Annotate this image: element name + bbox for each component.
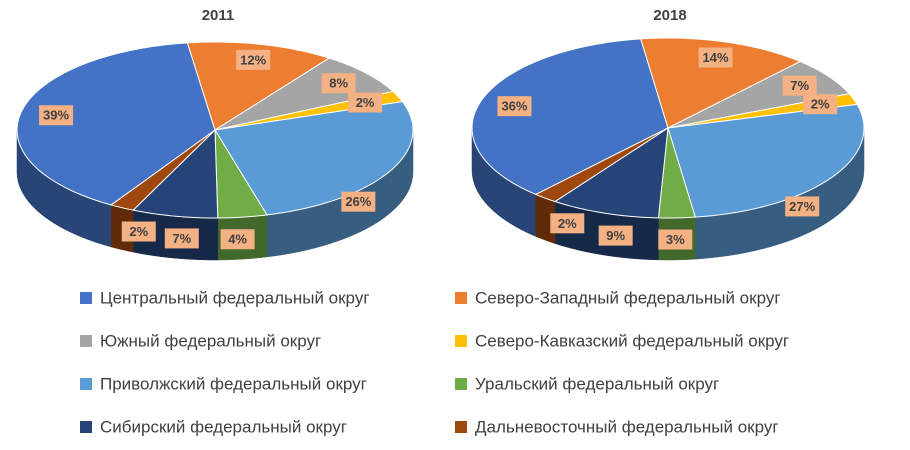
legend-label: Центральный федеральный округ [100,288,370,307]
slice [534,127,669,203]
value-label-box [39,105,74,126]
slice [667,103,865,218]
value-label: 2% [558,216,577,231]
legend-swatch [80,421,92,433]
value-label: 2% [129,224,148,239]
value-label: 27% [789,199,815,214]
value-label-box [164,228,199,249]
slice [110,129,216,211]
value-label: 3% [666,232,685,247]
chart-title: 2011 [202,7,235,24]
slice [214,101,414,216]
value-label: 4% [228,232,247,247]
value-label-box [321,73,356,94]
slice [186,41,331,131]
value-label: 2% [356,95,375,110]
legend-swatch [455,335,467,347]
legend-label: Дальневосточный федеральный округ [475,417,779,436]
legend-swatch [455,378,467,390]
legend-label: Южный федеральный округ [100,331,321,350]
value-label-box [598,225,633,246]
value-label-box [785,196,820,217]
legend-label: Северо-Кавказский федеральный округ [475,331,789,350]
legend-label: Северо-Западный федеральный округ [475,288,781,307]
legend-swatch [455,421,467,433]
value-label-box [341,191,376,212]
slice [132,128,219,219]
value-label: 39% [43,108,69,123]
value-label-box [121,221,156,242]
slice [16,42,216,206]
value-label: 26% [345,194,371,209]
value-label-box [803,94,838,115]
value-label: 7% [790,78,809,93]
value-label: 14% [703,50,729,65]
value-label: 9% [606,228,625,243]
value-label-box [550,213,585,234]
slice [553,127,669,219]
value-label-box [698,47,733,68]
slice [214,128,268,219]
legend-swatch [80,378,92,390]
value-label-box [658,229,693,250]
value-label: 36% [501,99,527,114]
value-label: 2% [811,97,830,112]
legend-label: Уральский федеральный округ [475,374,719,393]
value-label-box [782,75,817,96]
value-label-box [348,92,383,113]
slice [657,127,696,219]
value-label: 8% [329,76,348,91]
value-label: 12% [240,52,266,67]
legend-swatch [80,292,92,304]
slice [640,37,802,129]
value-label: 7% [172,231,191,246]
legend-swatch [455,292,467,304]
value-label-box [220,229,255,250]
value-label-box [497,96,532,117]
legend-swatch [80,335,92,347]
slice [471,38,669,196]
legend-label: Сибирский федеральный округ [100,417,347,436]
legend-label: Приволжский федеральный округ [100,374,367,393]
chart-title: 2018 [653,7,686,24]
value-label-box [236,49,271,70]
